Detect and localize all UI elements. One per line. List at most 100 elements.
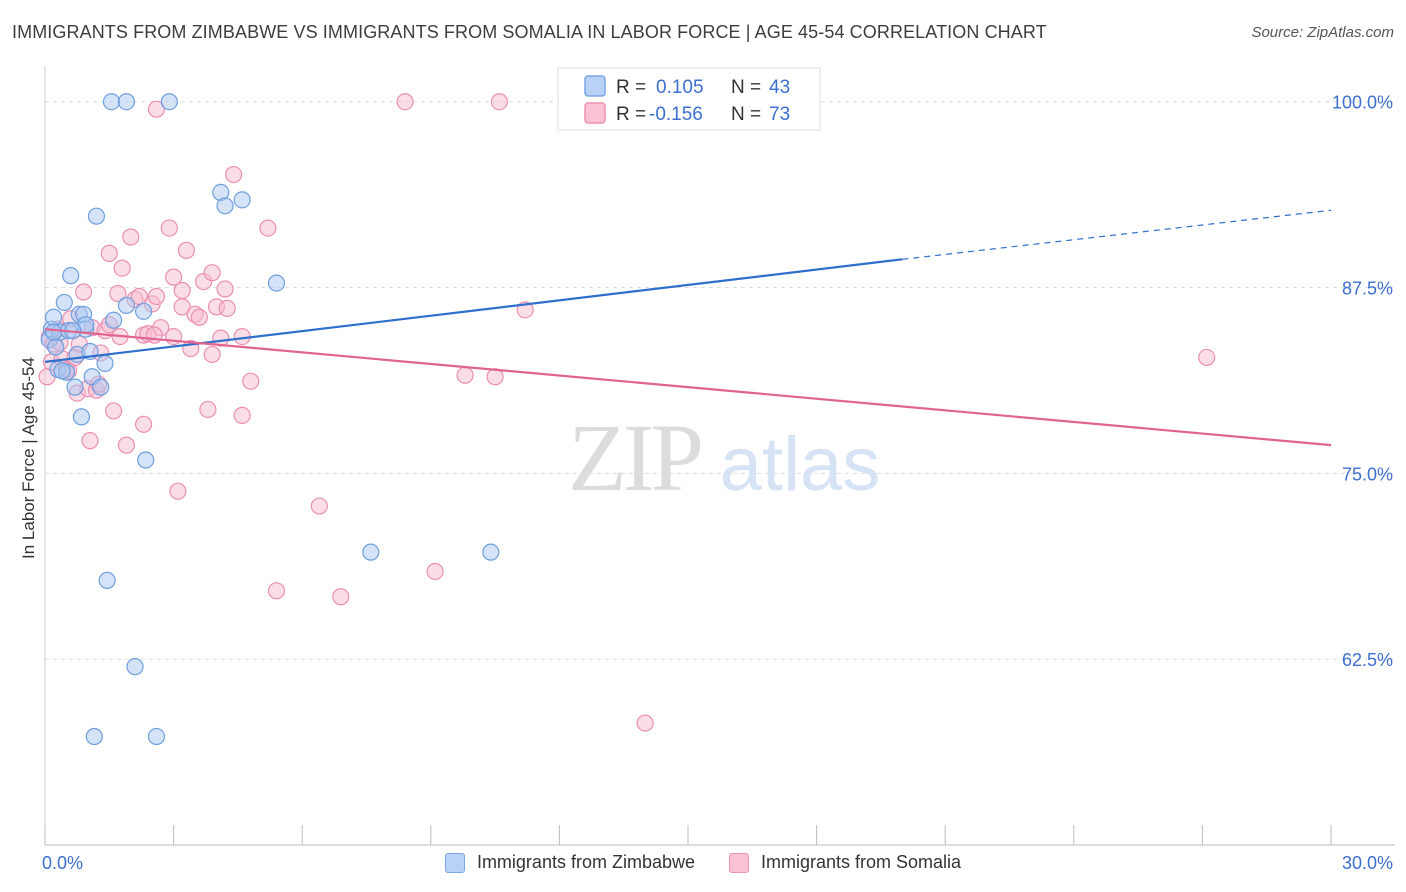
- somalia-point: [81, 432, 99, 450]
- zimbabwe-point: [92, 378, 110, 396]
- somalia-trend-line: [44, 328, 1332, 447]
- somalia-point: [456, 366, 474, 384]
- somalia-point: [169, 482, 187, 500]
- somalia-point: [165, 268, 183, 286]
- zimbabwe-point: [216, 197, 234, 215]
- somalia-point: [259, 219, 277, 237]
- somalia-point: [122, 228, 140, 246]
- somalia-point: [199, 400, 217, 419]
- zimbabwe-point: [117, 296, 136, 314]
- somalia-point: [147, 287, 166, 306]
- watermark-atlas: atlas: [720, 422, 881, 507]
- somalia-point: [117, 436, 136, 454]
- somalia-point: [267, 582, 286, 600]
- zimbabwe-point: [44, 308, 63, 326]
- y-tick-label: 87.5%: [1342, 279, 1393, 299]
- somalia-point: [203, 264, 221, 282]
- zimbabwe-point: [66, 378, 84, 396]
- somalia-point: [225, 165, 243, 184]
- y-tick-label: 62.5%: [1342, 650, 1393, 670]
- somalia-point: [160, 219, 178, 237]
- zimbabwe-point: [44, 323, 63, 341]
- zimbabwe-point: [87, 207, 106, 225]
- legend-label-somalia: Immigrants from Somalia: [761, 852, 962, 872]
- zimbabwe-point: [102, 93, 121, 111]
- legend-item-zimbabwe[interactable]: Immigrants from Zimbabwe: [444, 852, 695, 873]
- zimbabwe-point: [96, 354, 114, 372]
- somalia-point: [396, 93, 414, 111]
- legend-n-label-somalia: N =: [731, 104, 761, 125]
- somalia-point: [173, 281, 191, 300]
- zimbabwe-point: [98, 571, 116, 589]
- zimbabwe-point: [53, 362, 71, 380]
- somalia-point: [218, 299, 236, 317]
- zimbabwe-point: [126, 658, 144, 676]
- legend-swatch-pink: [729, 852, 749, 873]
- legend-n-value-zimbabwe: 43: [769, 77, 790, 98]
- zimbabwe-point: [47, 338, 65, 356]
- somalia-point: [203, 345, 221, 364]
- somalia-point: [173, 298, 191, 316]
- legend-label-zimbabwe: Immigrants from Zimbabwe: [476, 852, 695, 872]
- bottom-legend: Immigrants from Zimbabwe Immigrants from…: [0, 852, 1406, 873]
- somalia-point: [426, 562, 444, 581]
- zimbabwe-point: [267, 274, 286, 292]
- somalia-point: [190, 308, 208, 326]
- y-tick-labels: 100.0% 87.5% 75.0% 62.5%: [1332, 93, 1393, 670]
- somalia-point: [104, 402, 123, 420]
- chart-title: IMMIGRANTS FROM ZIMBABWE VS IMMIGRANTS F…: [12, 22, 1047, 42]
- x-tick-labels: 0.0% 30.0%: [42, 853, 1393, 873]
- legend-swatch-blue: [444, 852, 465, 873]
- legend-r-value-somalia: -0.156: [649, 104, 703, 125]
- somalia-point: [177, 241, 196, 259]
- legend-r-label-zimbabwe: R =: [616, 77, 646, 98]
- zimbabwe-point: [72, 408, 91, 426]
- source-label: Source: ZipAtlas.com: [1251, 24, 1394, 41]
- zimbabwe-point: [137, 451, 155, 469]
- legend-item-somalia[interactable]: Immigrants from Somalia: [729, 852, 961, 873]
- somalia-point: [1198, 348, 1216, 367]
- somalia-point: [145, 326, 163, 344]
- somalia-point: [147, 100, 166, 118]
- somalia-point: [134, 415, 153, 433]
- zimbabwe-point: [85, 727, 103, 746]
- x-tick-label: 30.0%: [1342, 853, 1393, 873]
- somalia-point: [233, 406, 251, 424]
- legend-swatch-somalia: [584, 102, 606, 124]
- zimbabwe-point: [482, 543, 500, 561]
- x-tick-label: 0.0%: [42, 853, 83, 873]
- somalia-point: [100, 244, 118, 262]
- somalia-point: [490, 93, 508, 111]
- zimbabwe-point: [104, 311, 123, 329]
- somalia-point: [242, 372, 260, 390]
- zimbabwe-point: [55, 293, 73, 312]
- legend-r-value-zimbabwe: 0.105: [656, 77, 704, 98]
- somalia-point: [310, 497, 328, 515]
- y-tick-label: 100.0%: [1332, 93, 1393, 113]
- somalia-point: [636, 714, 654, 732]
- zimbabwe-point: [147, 727, 166, 746]
- zimbabwe-point: [362, 543, 380, 561]
- somalia-point: [74, 283, 93, 301]
- stats-legend: R = 0.105 N = 43 R = -0.156 N = 73: [557, 67, 821, 131]
- somalia-point: [109, 284, 127, 303]
- zimbabwe-point: [233, 191, 251, 209]
- zimbabwe-point: [117, 93, 136, 111]
- axes: [44, 66, 1395, 846]
- legend-n-value-somalia: 73: [769, 104, 790, 125]
- somalia-point: [216, 280, 234, 298]
- y-tick-label: 75.0%: [1342, 464, 1393, 484]
- zimbabwe-point: [62, 267, 80, 285]
- legend-swatch-zimbabwe: [584, 75, 606, 97]
- y-axis-label: In Labor Force | Age 45-54: [19, 357, 38, 559]
- zimbabwe-points: [40, 93, 761, 746]
- legend-n-label-zimbabwe: N =: [731, 77, 761, 98]
- somalia-point: [332, 588, 350, 606]
- zimbabwe-point: [160, 93, 178, 111]
- zimbabwe-point: [134, 302, 153, 320]
- zimbabwe-trend-extension: [902, 209, 1332, 260]
- watermark-zip: ZIP: [568, 404, 701, 511]
- somalia-point: [113, 259, 131, 277]
- watermark: ZIP atlas: [568, 404, 880, 511]
